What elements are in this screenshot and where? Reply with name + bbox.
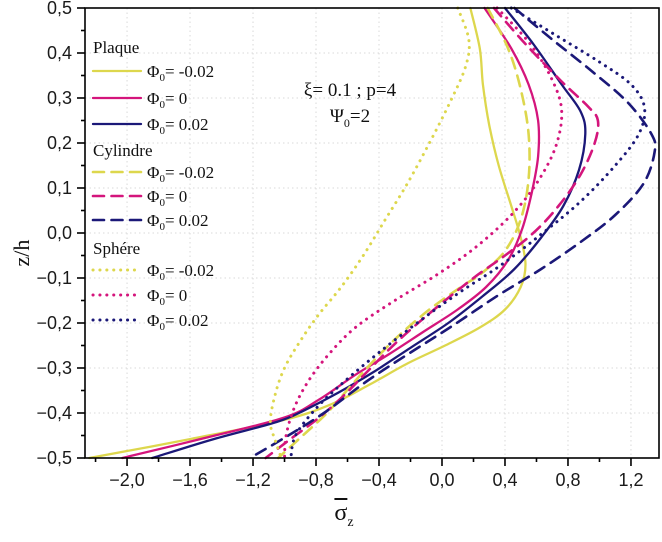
legend-group-title: Cylindre	[93, 141, 153, 160]
x-axis-subscript: z	[347, 514, 354, 530]
parameter-annotation: ξ= 0.1 ; p=4 Ψ0=2	[255, 78, 445, 131]
y-tick-label: 0,1	[47, 178, 72, 198]
data-curves	[88, 6, 657, 460]
legend-entry-label: Φ0= 0.02	[147, 115, 209, 137]
x-tick-label: −0,8	[298, 470, 334, 490]
curve-sph_pos	[289, 6, 647, 460]
y-tick-label: 0,3	[47, 88, 72, 108]
tick-labels: −2,0 −1,6 −1,2 −0,8 −0,4 0,0 0,4 0,8 1,2 0,5 0,4 0,…	[36, 0, 643, 490]
curve-sph_neg	[268, 6, 471, 460]
x-tick-label: −2,0	[109, 470, 145, 490]
y-tick-label: 0,2	[47, 133, 72, 153]
y-tick-label: −0,1	[36, 268, 72, 288]
legend-entry-label: Φ0= 0	[147, 187, 187, 209]
curve-cyl_pos	[248, 6, 657, 460]
y-tick-label: −0,3	[36, 358, 72, 378]
y-tick-label: 0,5	[47, 0, 72, 18]
axis-ticks	[77, 7, 632, 466]
x-tick-label: −1,2	[235, 470, 271, 490]
y-axis-label: z/h	[9, 239, 34, 267]
x-axis-symbol: σ	[334, 500, 348, 526]
y-tick-label: 0,4	[47, 43, 72, 63]
y-tick-label: 0,0	[47, 223, 72, 243]
legend-group-title: Sphére	[93, 239, 140, 258]
legend-entry-label: Φ0= -0.02	[147, 62, 214, 84]
legend-entry-label: Φ0= 0	[147, 286, 187, 308]
curve-cyl_neg	[276, 6, 531, 460]
x-tick-label: 0,4	[492, 470, 517, 490]
curve-plaque_pos	[151, 6, 587, 460]
y-tick-label: −0,2	[36, 313, 72, 333]
curve-plaque_zero	[121, 6, 541, 460]
y-tick-label: −0,4	[36, 403, 72, 423]
x-tick-label: −0,4	[361, 470, 397, 490]
y-tick-label: −0,5	[36, 448, 72, 468]
legend-entry-label: Φ0= 0.02	[147, 311, 209, 333]
x-tick-label: 0,0	[429, 470, 454, 490]
legend-entry-label: Φ0= -0.02	[147, 261, 214, 283]
x-tick-label: −1,6	[172, 470, 208, 490]
legend-group-title: Plaque	[93, 38, 139, 57]
curve-sph_zero	[283, 6, 564, 460]
grid-lines	[85, 8, 659, 458]
x-tick-label: 0,8	[555, 470, 580, 490]
annotation-line-2: Ψ0=2	[329, 105, 371, 130]
legend-entry-label: Φ0= 0.02	[147, 211, 209, 233]
x-axis-label: σz	[314, 500, 374, 531]
legend-entry-label: Φ0= 0	[147, 89, 187, 111]
curve-cyl_zero	[264, 6, 600, 460]
legend-entry-label: Φ0= -0.02	[147, 163, 214, 185]
annotation-line-1: ξ= 0.1 ; p=4	[303, 80, 397, 101]
x-tick-label: 1,2	[618, 470, 643, 490]
curve-plaque_neg	[88, 6, 527, 460]
